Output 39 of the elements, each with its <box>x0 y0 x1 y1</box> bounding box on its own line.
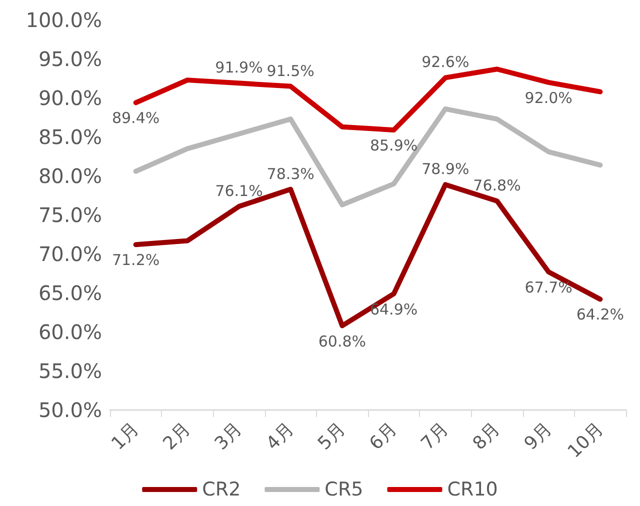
data-label: 64.9% <box>370 300 418 318</box>
x-tick-label: 2月 <box>159 418 195 454</box>
y-tick-label: 95.0% <box>38 47 102 71</box>
x-tick-label: 7月 <box>417 418 453 454</box>
data-label: 64.2% <box>576 306 624 324</box>
data-label: 92.0% <box>524 88 572 107</box>
data-label: 78.9% <box>422 160 470 178</box>
data-label: 85.9% <box>370 136 418 154</box>
data-label: 76.1% <box>215 182 263 200</box>
y-tick-label: 65.0% <box>38 281 102 305</box>
x-tick-label: 10月 <box>564 418 608 462</box>
data-label: 91.5% <box>266 62 314 80</box>
y-tick-label: 70.0% <box>38 242 102 266</box>
data-label: 67.7% <box>524 278 572 296</box>
y-tick-label: 60.0% <box>38 320 102 344</box>
y-tick-label: 55.0% <box>38 359 102 383</box>
data-label: 76.8% <box>473 176 521 194</box>
data-label: 78.3% <box>266 164 314 183</box>
data-label: 91.9% <box>215 58 263 77</box>
data-label: 92.6% <box>422 53 470 72</box>
x-tick-label: 6月 <box>366 418 402 454</box>
y-tick-label: 80.0% <box>38 164 102 188</box>
y-tick-label: 85.0% <box>38 125 102 149</box>
y-tick-label: 50.0% <box>38 398 102 422</box>
data-label: 71.2% <box>112 251 160 270</box>
legend-label: CR5 <box>324 478 364 500</box>
legend-label: CR10 <box>447 478 498 500</box>
y-tick-label: 75.0% <box>38 203 102 227</box>
x-tick-label: 8月 <box>468 418 504 454</box>
x-tick-label: 9月 <box>520 418 556 454</box>
x-tick-label: 3月 <box>210 418 246 454</box>
y-tick-label: 90.0% <box>38 86 102 110</box>
x-tick-label: 1月 <box>108 418 144 454</box>
legend-label: CR2 <box>202 478 241 500</box>
y-tick-label: 100.0% <box>26 8 102 32</box>
x-tick-label: 5月 <box>314 418 350 454</box>
x-tick-label: 4月 <box>262 418 298 454</box>
data-label: 89.4% <box>112 109 160 128</box>
data-label: 60.8% <box>318 332 366 350</box>
